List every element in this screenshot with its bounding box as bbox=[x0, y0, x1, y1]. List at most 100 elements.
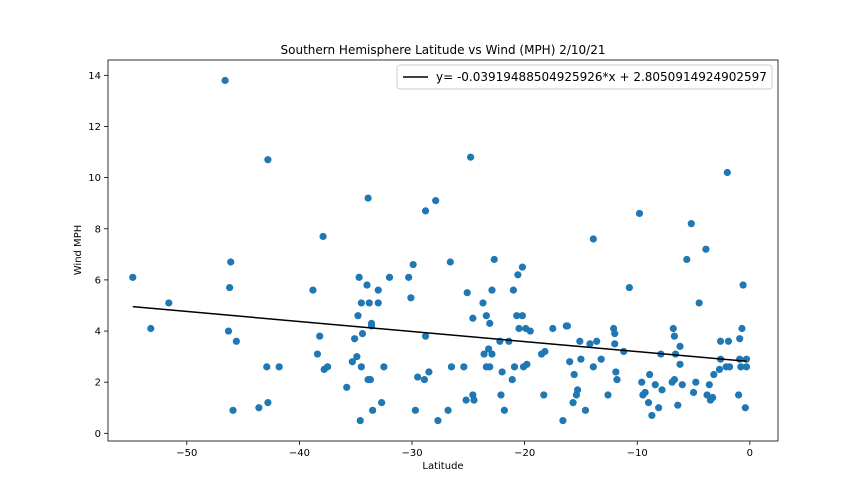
scatter-point bbox=[255, 404, 263, 412]
y-axis-label: Wind MPH bbox=[73, 225, 84, 276]
scatter-point bbox=[563, 322, 572, 330]
scatter-point bbox=[509, 286, 517, 294]
scatter-point bbox=[518, 263, 526, 271]
y-tick-label: 4 bbox=[95, 327, 101, 338]
scatter-point bbox=[462, 396, 470, 404]
scatter-point bbox=[655, 404, 663, 412]
scatter-point bbox=[224, 327, 233, 335]
scatter-point bbox=[724, 337, 733, 345]
scatter-point bbox=[357, 363, 365, 371]
scatter-point bbox=[232, 337, 240, 345]
scatter-point bbox=[611, 330, 619, 338]
scatter-point bbox=[641, 388, 649, 397]
scatter-point bbox=[358, 330, 367, 338]
scatter-point bbox=[460, 363, 468, 371]
scatter-point bbox=[676, 342, 684, 350]
x-axis-label: Latitude bbox=[422, 461, 463, 472]
scatter-point bbox=[678, 381, 686, 389]
scatter-point bbox=[263, 363, 271, 371]
scatter-point bbox=[741, 404, 749, 412]
regression-line bbox=[132, 305, 747, 363]
scatter-point bbox=[343, 383, 351, 391]
scatter-point bbox=[444, 406, 452, 414]
scatter-point bbox=[569, 399, 577, 407]
scatter-point bbox=[737, 363, 745, 371]
scatter-point bbox=[692, 378, 700, 386]
scatter-point bbox=[736, 335, 744, 343]
scatter-point bbox=[709, 393, 717, 402]
scatter-point bbox=[486, 319, 494, 327]
scatter-point bbox=[364, 194, 372, 202]
scatter-point bbox=[421, 332, 430, 340]
scatter-point bbox=[723, 168, 731, 177]
scatter-point bbox=[658, 386, 666, 394]
scatter-point bbox=[736, 355, 744, 363]
scatter-point bbox=[683, 255, 691, 264]
scatter-point bbox=[354, 312, 362, 320]
scatter-point bbox=[463, 289, 471, 297]
scatter-point bbox=[604, 391, 612, 399]
scatter-point bbox=[380, 363, 388, 371]
scatter-point bbox=[510, 363, 519, 371]
scatter-point bbox=[411, 406, 420, 414]
scatter-point bbox=[589, 235, 597, 243]
scatter-point bbox=[319, 232, 327, 241]
scatter-point bbox=[635, 209, 644, 218]
scatter-point bbox=[576, 337, 584, 345]
scatter-point bbox=[739, 281, 747, 289]
legend: y= -0.03919488504925926*x + 2.8050914924… bbox=[396, 64, 773, 90]
legend-box bbox=[396, 64, 773, 90]
scatter-point bbox=[385, 273, 394, 281]
scatter-point bbox=[674, 401, 682, 409]
x-tick-label: −40 bbox=[289, 448, 310, 459]
scatter-point bbox=[165, 299, 173, 307]
y-tick-label: 12 bbox=[88, 122, 101, 133]
scatter-point bbox=[644, 399, 653, 407]
scatter-point bbox=[651, 381, 659, 389]
scatter-point bbox=[613, 376, 621, 384]
scatter-point bbox=[425, 368, 433, 376]
scatter-point bbox=[597, 355, 605, 363]
plot-frame bbox=[107, 59, 779, 442]
scatter-point bbox=[498, 368, 506, 376]
scatter-point bbox=[313, 350, 322, 358]
scatter-point bbox=[490, 255, 498, 264]
scatter-point bbox=[466, 153, 475, 161]
scatter-point bbox=[541, 347, 549, 356]
scatter-point bbox=[715, 365, 724, 373]
scatter-point bbox=[421, 207, 430, 215]
legend-label: y= -0.03919488504925926*x + 2.8050914924… bbox=[436, 70, 767, 84]
scatter-point bbox=[485, 345, 493, 353]
scatter-point bbox=[405, 273, 413, 281]
scatter-point bbox=[226, 283, 234, 292]
scatter-point bbox=[348, 358, 356, 366]
scatter-point bbox=[366, 376, 374, 384]
x-tick-label: 0 bbox=[747, 448, 753, 459]
scatter-point bbox=[559, 416, 567, 425]
scatter-point bbox=[378, 399, 386, 407]
scatter-point bbox=[357, 299, 365, 307]
scatter-point bbox=[309, 286, 317, 294]
scatter-point bbox=[479, 299, 487, 307]
scatter-point bbox=[275, 363, 283, 371]
scatter-point bbox=[646, 370, 654, 379]
y-tick-label: 10 bbox=[88, 173, 101, 184]
x-tick-label: −10 bbox=[627, 448, 648, 459]
scatter-point bbox=[264, 399, 272, 407]
scatter-point bbox=[515, 324, 523, 333]
scatter-point bbox=[549, 324, 557, 333]
scatter-point bbox=[738, 324, 746, 333]
scatter-point bbox=[407, 294, 415, 302]
scatter-point bbox=[695, 299, 703, 307]
y-tick-label: 6 bbox=[95, 275, 101, 286]
scatter-point bbox=[356, 416, 364, 425]
scatter-point bbox=[363, 281, 371, 289]
x-tick-label: −20 bbox=[514, 448, 535, 459]
scatter-point bbox=[526, 327, 534, 335]
scatter-point bbox=[470, 396, 478, 404]
scatter-point bbox=[612, 368, 620, 376]
y-tick-label: 2 bbox=[95, 378, 101, 389]
scatter-point bbox=[593, 337, 601, 345]
scatter-point bbox=[620, 347, 628, 356]
scatter-point bbox=[446, 258, 454, 266]
